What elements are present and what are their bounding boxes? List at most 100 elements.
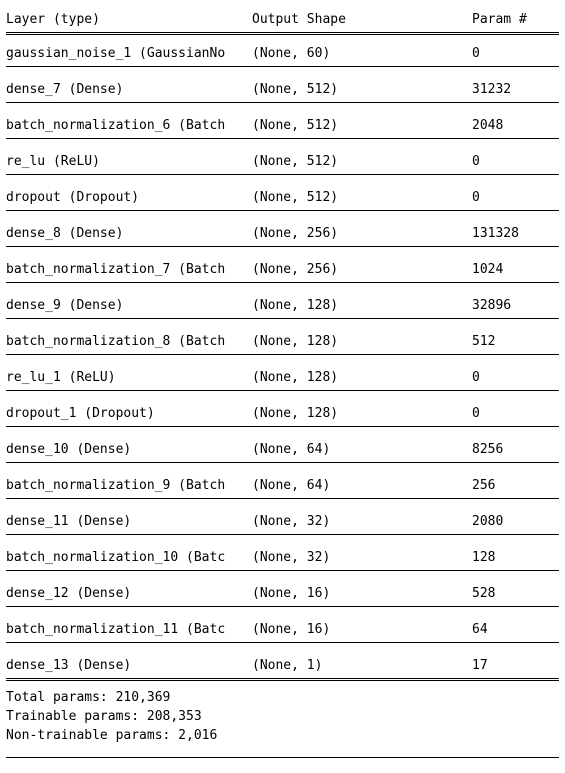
table-row: re_lu_1 (ReLU) (None, 128) 0	[6, 358, 559, 394]
param-count: 128	[472, 550, 496, 565]
table-row: dense_10 (Dense) (None, 64) 8256	[6, 430, 559, 466]
table-row: batch_normalization_7 (Batch (None, 256) 1…	[6, 250, 559, 286]
output-shape: (None, 32)	[252, 550, 331, 565]
output-shape: (None, 256)	[252, 262, 339, 277]
row-divider	[6, 102, 559, 103]
row-divider	[6, 354, 559, 355]
layer-name: dropout (Dropout)	[6, 190, 140, 205]
row-divider	[6, 426, 559, 427]
param-count: 0	[472, 46, 480, 61]
output-shape: (None, 128)	[252, 298, 339, 313]
table-end-divider	[6, 678, 559, 681]
param-count: 2080	[472, 514, 504, 529]
table-row: batch_normalization_10 (Batc (None, 32) 12…	[6, 538, 559, 574]
layer-name: re_lu_1 (ReLU)	[6, 370, 116, 385]
output-shape: (None, 128)	[252, 370, 339, 385]
param-totals: Total params: 210,369 Trainable params: …	[6, 688, 559, 745]
row-divider	[6, 174, 559, 175]
row-divider	[6, 606, 559, 607]
layer-name: dense_11 (Dense)	[6, 514, 132, 529]
row-divider	[6, 642, 559, 643]
layer-name: dense_10 (Dense)	[6, 442, 132, 457]
layer-name: batch_normalization_8 (Batch	[6, 334, 226, 349]
total-params: Total params: 210,369	[6, 690, 171, 705]
output-shape: (None, 256)	[252, 226, 339, 241]
header-param-count: Param #	[472, 12, 527, 27]
layer-name: batch_normalization_7 (Batch	[6, 262, 226, 277]
layer-name: gaussian_noise_1 (GaussianNo	[6, 46, 226, 61]
row-divider	[6, 246, 559, 247]
row-divider	[6, 210, 559, 211]
param-count: 0	[472, 406, 480, 421]
param-count: 32896	[472, 298, 512, 313]
param-count: 8256	[472, 442, 504, 457]
row-divider	[6, 138, 559, 139]
output-shape: (None, 128)	[252, 334, 339, 349]
header-layer-type: Layer (type)	[6, 12, 100, 27]
layer-name: dense_12 (Dense)	[6, 586, 132, 601]
layer-name: dense_9 (Dense)	[6, 298, 124, 313]
table-row: gaussian_noise_1 (GaussianNo (None, 60) 0	[6, 34, 559, 70]
trainable-params: Trainable params: 208,353	[6, 709, 202, 724]
param-count: 0	[472, 190, 480, 205]
row-divider	[6, 534, 559, 535]
param-count: 528	[472, 586, 496, 601]
output-shape: (None, 128)	[252, 406, 339, 421]
param-count: 31232	[472, 82, 512, 97]
table-row: dense_11 (Dense) (None, 32) 2080	[6, 502, 559, 538]
output-shape: (None, 512)	[252, 190, 339, 205]
layer-name: dense_7 (Dense)	[6, 82, 124, 97]
table-row: dropout (Dropout) (None, 512) 0	[6, 178, 559, 214]
table-row: batch_normalization_11 (Batc (None, 16) 64	[6, 610, 559, 646]
output-shape: (None, 60)	[252, 46, 331, 61]
table-row: dense_9 (Dense) (None, 128) 32896	[6, 286, 559, 322]
layer-name: batch_normalization_10 (Batc	[6, 550, 226, 565]
output-shape: (None, 32)	[252, 514, 331, 529]
layer-name: dense_8 (Dense)	[6, 226, 124, 241]
row-divider	[6, 318, 559, 319]
bottom-divider	[6, 757, 559, 758]
layer-name: batch_normalization_9 (Batch	[6, 478, 226, 493]
param-count: 2048	[472, 118, 504, 133]
output-shape: (None, 64)	[252, 478, 331, 493]
header-output-shape: Output Shape	[252, 12, 346, 27]
table-row: dense_8 (Dense) (None, 256) 131328	[6, 214, 559, 250]
layer-name: re_lu (ReLU)	[6, 154, 100, 169]
output-shape: (None, 512)	[252, 82, 339, 97]
table-row: dense_12 (Dense) (None, 16) 528	[6, 574, 559, 610]
output-shape: (None, 512)	[252, 154, 339, 169]
non-trainable-params: Non-trainable params: 2,016	[6, 728, 218, 743]
summary-header: Layer (type) Output Shape Param #	[6, 0, 559, 35]
param-count: 64	[472, 622, 488, 637]
layer-name: batch_normalization_6 (Batch	[6, 118, 226, 133]
output-shape: (None, 1)	[252, 658, 323, 673]
param-count: 512	[472, 334, 496, 349]
table-row: batch_normalization_8 (Batch (None, 128) 5…	[6, 322, 559, 358]
param-count: 256	[472, 478, 496, 493]
table-row: dense_7 (Dense) (None, 512) 31232	[6, 70, 559, 106]
layer-name: batch_normalization_11 (Batc	[6, 622, 226, 637]
table-row: re_lu (ReLU) (None, 512) 0	[6, 142, 559, 178]
param-count: 17	[472, 658, 488, 673]
table-row: dense_13 (Dense) (None, 1) 17	[6, 646, 559, 682]
table-row: dropout_1 (Dropout) (None, 128) 0	[6, 394, 559, 430]
output-shape: (None, 512)	[252, 118, 339, 133]
row-divider	[6, 282, 559, 283]
row-divider	[6, 570, 559, 571]
param-count: 0	[472, 370, 480, 385]
output-shape: (None, 64)	[252, 442, 331, 457]
param-count: 0	[472, 154, 480, 169]
table-row: batch_normalization_6 (Batch (None, 512) 2…	[6, 106, 559, 142]
output-shape: (None, 16)	[252, 586, 331, 601]
param-count: 131328	[472, 226, 519, 241]
row-divider	[6, 498, 559, 499]
layer-name: dropout_1 (Dropout)	[6, 406, 155, 421]
header-divider	[6, 32, 559, 35]
layer-rows: gaussian_noise_1 (GaussianNo (None, 60) 0 d…	[6, 34, 559, 682]
row-divider	[6, 462, 559, 463]
row-divider	[6, 66, 559, 67]
table-row: batch_normalization_9 (Batch (None, 64) 25…	[6, 466, 559, 502]
model-summary: Layer (type) Output Shape Param # gaussi…	[6, 0, 559, 758]
layer-name: dense_13 (Dense)	[6, 658, 132, 673]
row-divider	[6, 390, 559, 391]
